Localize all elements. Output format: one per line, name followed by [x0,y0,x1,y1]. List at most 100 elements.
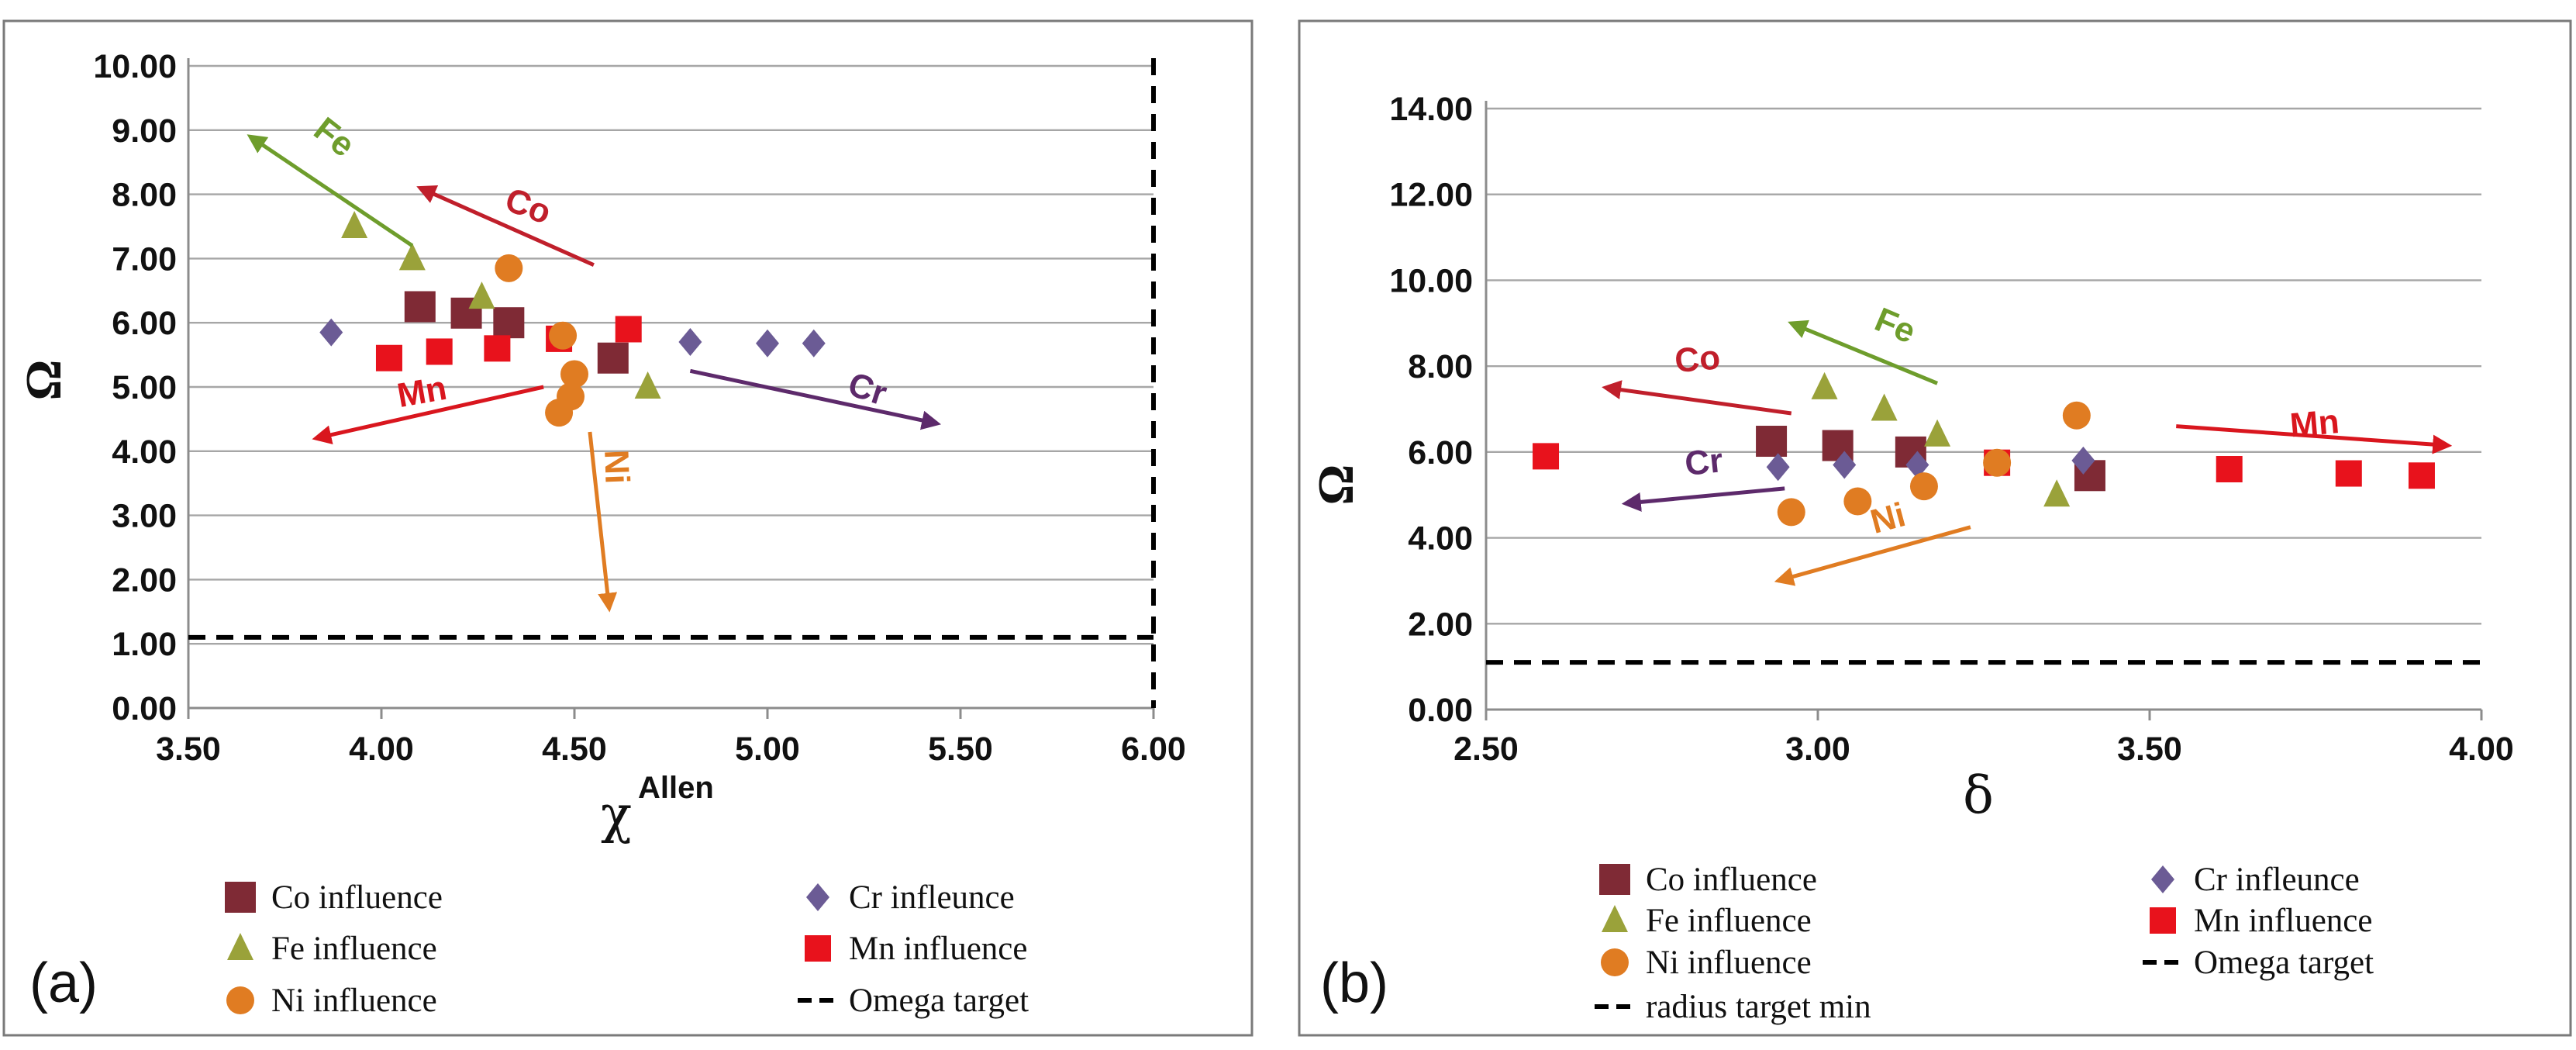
y-tick-label: 6.00 [1408,434,1473,471]
co-point [597,342,629,374]
cr-point [1766,453,1790,482]
fe-point [398,243,426,271]
fe-point [634,371,661,399]
legend-swatch-ni [226,986,254,1014]
panel-a-frame [2,19,1254,1037]
mn-point [484,335,511,362]
legend-b: Co influence Cr infleunce Fe influence Mn i… [1595,862,2374,1025]
panel-b-label: (b) [1320,952,1388,1014]
fe-point [1871,393,1898,421]
y-tick-label: 10.00 [93,48,177,85]
y-tick-label: 3.00 [112,498,177,535]
mn-point [375,344,402,371]
y-axis-label: Ω [16,360,72,401]
cr-point [1905,451,1929,479]
y-tick-label: 7.00 [112,240,177,278]
annotation-label: Mn [2288,402,2341,444]
mn-point [2335,460,2362,487]
fe-point [468,281,495,309]
legend-swatch-fe [1602,905,1628,932]
annotation-arrow [689,368,942,430]
legend-label: radius target min [1646,989,1871,1025]
y-axis-label: Ω [1308,465,1364,506]
ni-point [2062,401,2091,430]
x-axis-label: χ [601,785,632,844]
annotation-label: Co [1673,338,1722,380]
y-tick-label: 0.00 [112,690,177,727]
y-tick-label: 14.00 [1389,91,1473,128]
annotation-arrow [416,185,595,267]
y-tick-label: 1.00 [112,626,177,663]
panel-a: 0.00 1.00 2.00 3.00 4.00 5.00 6.00 7.00 8.00 9.00… [2,19,1254,1037]
y-tick-label: 5.00 [112,369,177,406]
y-tick-label: 6.00 [112,305,177,342]
mn-point [1533,443,1560,470]
ni-point [549,321,578,350]
fe-point [2043,479,2071,507]
legend-label: Co influence [271,879,443,916]
y-tick-label: 4.00 [1408,520,1473,558]
legend-label: Cr infleunce [849,879,1015,916]
x-tick-label: 4.00 [349,731,414,768]
x-tick-label: 4.50 [542,731,607,768]
annotation-arrow [1788,319,1939,385]
mn-point [2216,456,2243,482]
ni-point [1909,472,1938,501]
ni-point [495,254,523,282]
legend-swatch-fe [227,933,253,960]
co-point [493,307,525,339]
y-tick-label: 0.00 [1408,692,1473,729]
x-tick-label: 5.50 [928,731,993,768]
x-tick-label: 3.50 [2117,731,2182,768]
cr-point [1833,451,1857,479]
annotation-arrow [1774,525,1971,586]
x-axis-label: δ [1963,765,1994,825]
panel-a-label: (a) [29,952,98,1014]
legend-label: Cr infleunce [2194,862,2360,898]
legend-swatch-cr [2151,865,2174,893]
x-tick-label: 6.00 [1121,731,1186,768]
ni-point [1777,498,1805,527]
annotation-arrow [1602,380,1792,416]
fe-point [1924,419,1951,447]
fe-point [341,211,368,238]
cr-point [2071,446,2095,475]
cr-point [756,329,779,357]
legend-label: Omega target [2194,945,2374,981]
annotation-arrow [247,134,414,247]
panel-b-frame [1298,19,2572,1037]
annotation-arrow [1621,486,1785,512]
y-tick-label: 12.00 [1389,177,1473,214]
legend-label: Ni influence [271,983,437,1019]
x-tick-label: 5.00 [735,731,800,768]
x-axis-label-superscript: Allen [638,771,714,805]
annotation-arrow [588,431,618,613]
x-tick-label: 3.50 [156,731,221,768]
cr-point [319,318,343,347]
co-point [404,291,436,323]
cr-point [802,329,826,357]
ni-point [1843,487,1872,516]
annotation-label: Ni [597,449,636,485]
y-tick-label: 4.00 [112,433,177,471]
y-tick-label: 10.00 [1389,262,1473,299]
annotation-label: Mn [395,369,450,415]
mn-point [2408,462,2435,489]
legend-label: Mn influence [849,931,1027,967]
legend-label: Mn influence [2194,903,2372,939]
annotation-label: Cr [1683,441,1725,483]
mn-point [426,338,453,365]
y-tick-label: 8.00 [112,177,177,214]
x-tick-label: 3.00 [1785,731,1850,768]
x-tick-label: 2.50 [1454,731,1519,768]
legend-swatch-co [225,882,256,913]
ni-point [560,360,588,389]
legend-swatch-cr [806,883,829,911]
legend-swatch-mn [805,935,831,962]
legend-swatch-co [1599,864,1630,895]
legend-swatch-ni [1601,948,1629,976]
cr-point [678,328,702,357]
legend-a: Co influence Cr infleunce Fe influence Mn i… [225,879,1029,1019]
legend-swatch-mn [2150,907,2176,934]
x-tick-label: 4.00 [2449,731,2514,768]
